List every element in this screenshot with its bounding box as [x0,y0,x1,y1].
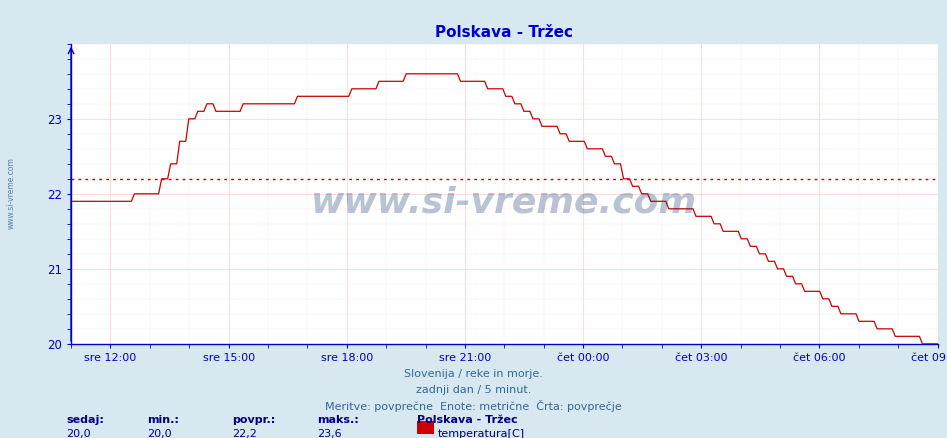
Text: zadnji dan / 5 minut.: zadnji dan / 5 minut. [416,385,531,395]
Text: min.:: min.: [147,415,179,425]
Text: maks.:: maks.: [317,415,359,425]
Text: Polskava - Tržec: Polskava - Tržec [417,415,517,425]
Text: 20,0: 20,0 [147,429,171,438]
Text: temperatura[C]: temperatura[C] [438,429,525,438]
Text: www.si-vreme.com: www.si-vreme.com [312,186,697,220]
Text: sedaj:: sedaj: [66,415,104,425]
Text: 23,6: 23,6 [317,429,342,438]
Text: 20,0: 20,0 [66,429,91,438]
Text: povpr.:: povpr.: [232,415,276,425]
Text: Slovenija / reke in morje.: Slovenija / reke in morje. [404,369,543,379]
Title: Polskava - Tržec: Polskava - Tržec [436,25,573,40]
Text: www.si-vreme.com: www.si-vreme.com [7,157,16,229]
Text: Meritve: povprečne  Enote: metrične  Črta: povprečje: Meritve: povprečne Enote: metrične Črta:… [325,400,622,412]
Text: 22,2: 22,2 [232,429,257,438]
